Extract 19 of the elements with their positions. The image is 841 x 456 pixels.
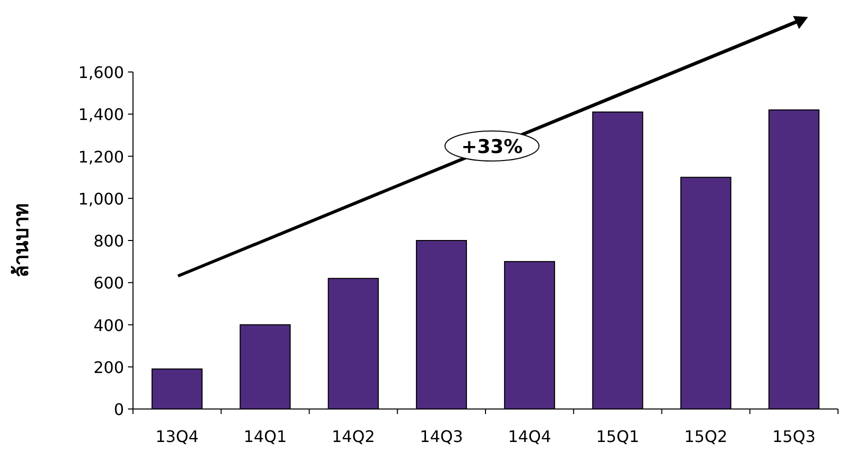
x-tick-label: 15Q3 <box>772 427 816 446</box>
y-tick-label: 1,000 <box>78 189 124 208</box>
y-tick-label: 200 <box>93 358 124 377</box>
x-tick-label: 13Q4 <box>155 427 199 446</box>
y-axis-title: ล้านบาท <box>9 204 33 278</box>
y-tick-label: 800 <box>93 232 124 250</box>
x-tick-label: 15Q2 <box>684 427 728 446</box>
x-tick-label: 14Q3 <box>420 427 464 446</box>
y-tick-label: 600 <box>93 274 124 293</box>
x-tick-label: 14Q2 <box>332 427 375 446</box>
annotation: +33% <box>461 136 523 158</box>
y-tick-label: 1,600 <box>78 63 124 82</box>
x-tick-label: 14Q1 <box>244 427 287 446</box>
x-tick-label: 15Q1 <box>596 427 640 446</box>
y-tick-label: 1,200 <box>78 147 124 166</box>
x-tick-label: 14Q4 <box>508 427 552 446</box>
y-tick-label: 1,400 <box>78 105 124 124</box>
y-tick-label: 400 <box>93 316 124 335</box>
y-tick-label: 0 <box>114 400 124 419</box>
